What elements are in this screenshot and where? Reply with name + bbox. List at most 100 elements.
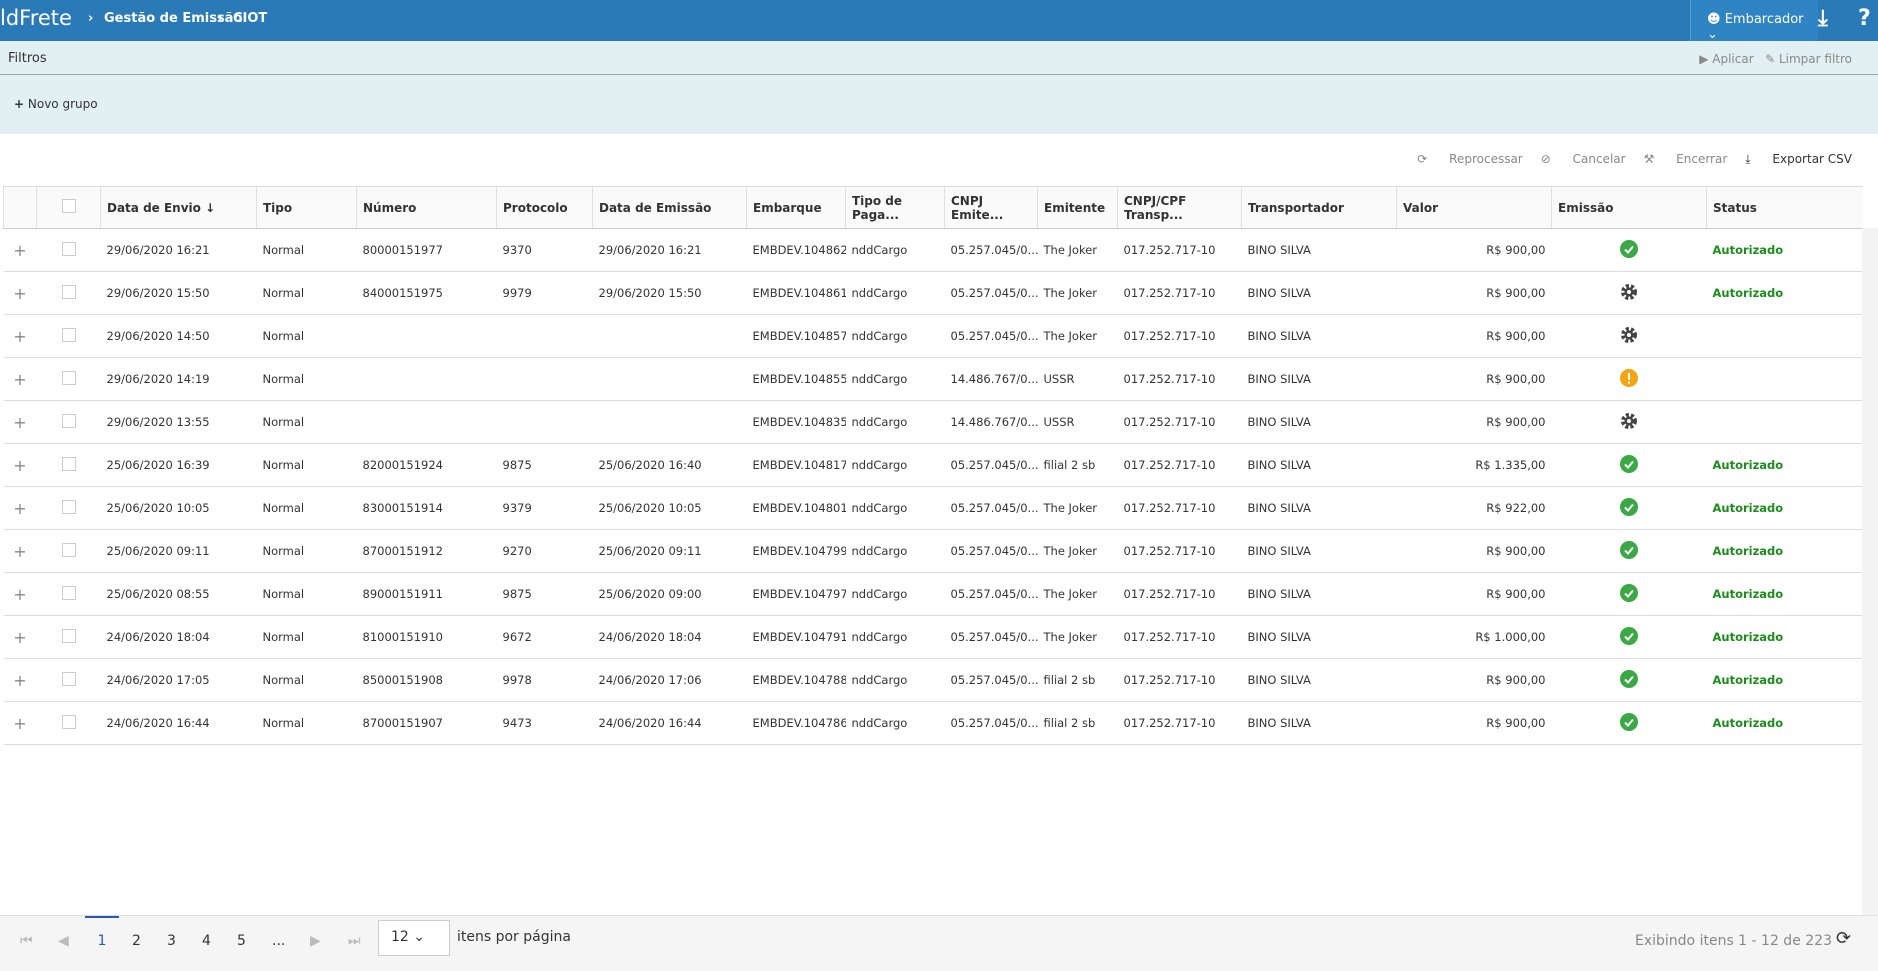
toolbar-label[interactable]: Reprocessar [1449, 152, 1523, 166]
toolbar-button[interactable]: ⊘ Cancelar [1540, 152, 1626, 166]
row[interactable]: +29/06/2020 15:50 Normal 84000151975 9979 29… [3, 271, 1863, 315]
refresh[interactable]: ⟳ [1836, 928, 1852, 949]
row-select[interactable] [36, 443, 101, 487]
column-title[interactable]: Tipo [263, 200, 293, 215]
row-select[interactable] [36, 271, 101, 315]
column-header[interactable]: Transportador [1241, 186, 1397, 229]
column-header[interactable]: Emitente [1037, 186, 1118, 229]
expand[interactable]: + [3, 701, 37, 745]
row[interactable]: +24/06/2020 18:04 Normal 81000151910 9672 24… [3, 615, 1863, 659]
column-title[interactable]: Data de Emissão [599, 200, 712, 215]
column-title[interactable]: Tipo de Paga... [852, 193, 903, 222]
page-size-value[interactable]: 12 [391, 929, 409, 945]
apply[interactable]: Aplicar [1712, 52, 1754, 66]
expand[interactable]: + [3, 615, 37, 659]
expand[interactable]: + [3, 228, 37, 272]
expand[interactable]: + [3, 271, 37, 315]
user-menu[interactable]: ☻ Embarcador ⌄ [1690, 0, 1818, 42]
toolbar-label[interactable]: Exportar CSV [1772, 152, 1852, 166]
page-link[interactable]: 3 [167, 933, 176, 949]
toolbar-button[interactable]: ⟳ Reprocessar [1417, 152, 1523, 166]
new-group[interactable]: + Novo grupo [14, 97, 98, 111]
row[interactable]: +24/06/2020 17:05 Normal 85000151908 9978 24… [3, 658, 1863, 702]
page-link[interactable]: 1 [85, 916, 119, 949]
breadcrumb[interactable]: Gestão de Emissão [104, 11, 243, 26]
row-select[interactable] [36, 357, 101, 401]
page-link[interactable]: ... [272, 933, 286, 949]
page-link[interactable]: 2 [132, 933, 141, 949]
column-header[interactable]: Protocolo [496, 186, 593, 229]
row-select[interactable] [36, 228, 101, 272]
column-header[interactable]: Embarque [746, 186, 846, 229]
column-header[interactable]: Valor [1396, 186, 1552, 229]
cell: R$ 900,00 [1396, 400, 1552, 444]
row-select[interactable] [36, 400, 101, 444]
page-nav[interactable]: ◀ [58, 933, 69, 949]
column-header[interactable]: CNPJ Emite... [944, 186, 1038, 229]
row-select[interactable] [36, 572, 101, 616]
clear-filter[interactable]: Limpar filtro [1778, 52, 1852, 66]
toolbar-button[interactable]: ⚒ Encerrar [1643, 152, 1728, 166]
expand[interactable]: + [3, 314, 37, 358]
column-header[interactable]: Tipo [256, 186, 357, 229]
row-select[interactable] [36, 486, 101, 530]
column-title[interactable]: Número [363, 200, 417, 215]
row-select[interactable] [36, 701, 101, 745]
page-link[interactable]: 5 [237, 933, 246, 949]
expand[interactable]: + [3, 529, 37, 573]
column-title[interactable]: Data de Envio [107, 200, 201, 215]
expand[interactable]: + [3, 658, 37, 702]
column-title[interactable]: Valor [1403, 200, 1439, 215]
page-nav[interactable]: ▶ [310, 933, 321, 949]
user[interactable]: Embarcador [1724, 12, 1804, 27]
row[interactable]: +29/06/2020 13:55 Normal EMBDEV.104835 nddC… [3, 400, 1863, 444]
toolbar-button[interactable]: ⤓ Exportar CSV [1745, 152, 1852, 166]
row-select[interactable] [36, 658, 101, 702]
column-header[interactable]: Tipo de Paga... [845, 186, 945, 229]
column-header[interactable]: Status [1706, 186, 1863, 229]
column-title[interactable]: Emissão [1558, 200, 1614, 215]
column-title[interactable]: Status [1713, 200, 1757, 215]
select-all[interactable] [36, 186, 101, 229]
new-group-label[interactable]: Novo grupo [27, 97, 98, 111]
toolbar-label[interactable]: Cancelar [1572, 152, 1626, 166]
column-title[interactable]: Embarque [753, 200, 822, 215]
expand[interactable]: + [3, 486, 37, 530]
row-select[interactable] [36, 314, 101, 358]
row[interactable]: +29/06/2020 14:19 Normal EMBDEV.104855 nddC… [3, 357, 1863, 401]
column-title[interactable]: Transportador [1248, 200, 1344, 215]
page-nav[interactable]: ⏭ [348, 933, 361, 949]
download-icon[interactable]: ⤓ [1818, 6, 1828, 31]
column-title[interactable]: Emitente [1044, 200, 1106, 215]
column-title[interactable]: CNPJ/CPF Transp... [1124, 193, 1187, 222]
row-select[interactable] [36, 529, 101, 573]
expand[interactable]: + [3, 357, 37, 401]
row[interactable]: +25/06/2020 10:05 Normal 83000151914 9379 25… [3, 486, 1863, 530]
row[interactable]: +29/06/2020 16:21 Normal 80000151977 9370 29… [3, 228, 1863, 272]
toolbar-label[interactable]: Encerrar [1676, 152, 1728, 166]
column-header[interactable]: CNPJ/CPF Transp... [1117, 186, 1242, 229]
row-select[interactable] [36, 615, 101, 659]
row[interactable]: +25/06/2020 09:11 Normal 87000151912 9270 25… [3, 529, 1863, 573]
column-title[interactable]: Protocolo [503, 200, 568, 215]
expand[interactable]: + [3, 400, 37, 444]
column-header[interactable]: Número [356, 186, 497, 229]
logo[interactable]: ldFrete [0, 6, 72, 30]
column-header[interactable]: Data de Emissão [592, 186, 747, 229]
breadcrumb[interactable]: CIOT [233, 11, 268, 26]
column-header[interactable]: Emissão [1551, 186, 1707, 229]
row[interactable]: +25/06/2020 16:39 Normal 82000151924 9875 25… [3, 443, 1863, 487]
expand[interactable]: + [3, 572, 37, 616]
page-nav[interactable]: ⏮ [20, 933, 33, 949]
help-icon[interactable]: ? [1858, 6, 1871, 31]
scrollbar[interactable] [1862, 228, 1878, 915]
page-link[interactable]: 4 [202, 933, 211, 949]
row[interactable]: +24/06/2020 16:44 Normal 87000151907 9473 24… [3, 701, 1863, 745]
column-title[interactable]: CNPJ Emite... [951, 193, 1004, 222]
cell-text: EMBDEV.104801 [752, 501, 846, 515]
column-header[interactable]: Data de Envio ↓ [100, 186, 257, 229]
page-size[interactable]: 12 ⌄ [378, 920, 450, 956]
row[interactable]: +29/06/2020 14:50 Normal EMBDEV.104857 nddC… [3, 314, 1863, 358]
row[interactable]: +25/06/2020 08:55 Normal 89000151911 9875 25… [3, 572, 1863, 616]
expand[interactable]: + [3, 443, 37, 487]
